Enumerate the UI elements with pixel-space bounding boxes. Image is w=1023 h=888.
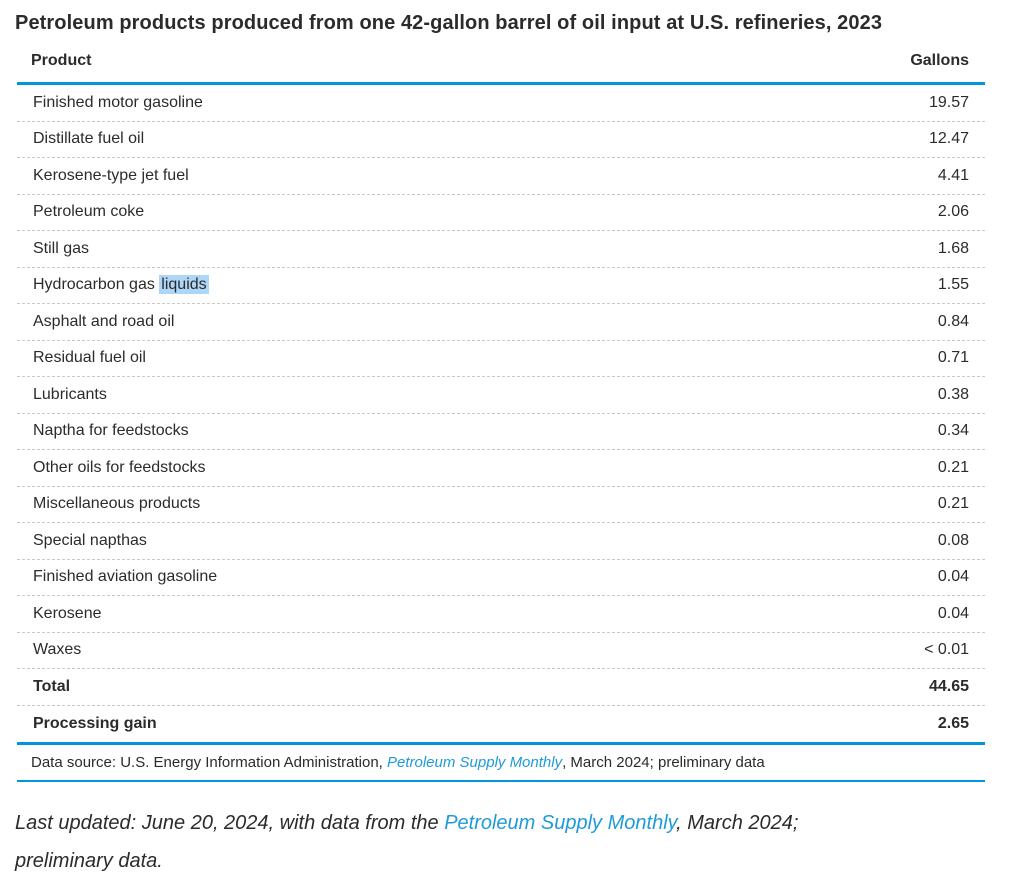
table-row: Kerosene 0.04 bbox=[17, 596, 985, 633]
gallons-cell: 44.65 bbox=[928, 677, 969, 695]
gallons-cell: 0.38 bbox=[937, 385, 969, 403]
product-cell: Miscellaneous products bbox=[33, 495, 201, 513]
product-cell: Finished motor gasoline bbox=[33, 93, 203, 111]
table-row: Petroleum coke 2.06 bbox=[17, 195, 985, 231]
table-row: Asphalt and road oil 0.84 bbox=[17, 304, 985, 341]
product-cell: Asphalt and road oil bbox=[33, 312, 175, 330]
product-cell: Naptha for feedstocks bbox=[33, 422, 189, 440]
gallons-cell: 12.47 bbox=[928, 130, 969, 148]
product-cell: Still gas bbox=[33, 239, 90, 257]
table-row: Lubricants 0.38 bbox=[17, 377, 985, 414]
gallons-cell: 2.65 bbox=[937, 714, 969, 732]
product-cell: Residual fuel oil bbox=[33, 349, 146, 367]
search-highlight: liquids bbox=[159, 275, 209, 295]
table-row: Distillate fuel oil 12.47 bbox=[17, 122, 985, 158]
product-cell: Waxes bbox=[33, 641, 82, 659]
gallons-cell: 0.04 bbox=[937, 568, 969, 586]
petroleum-products-table: Product Gallons Finished motor gasoline … bbox=[17, 35, 985, 745]
product-cell: Petroleum coke bbox=[33, 203, 145, 221]
gallons-cell: 0.84 bbox=[937, 312, 969, 330]
gallons-cell: 19.57 bbox=[928, 93, 969, 111]
table-row: Other oils for feedstocks 0.21 bbox=[17, 450, 985, 487]
gallons-cell: 2.06 bbox=[937, 203, 969, 221]
last-updated-note: Last updated: June 20, 2024, with data f… bbox=[15, 804, 885, 880]
table-row: Hydrocarbon gas liquids 1.55 bbox=[17, 268, 985, 304]
petroleum-supply-monthly-source-link[interactable]: Petroleum Supply Monthly bbox=[387, 754, 563, 771]
product-cell: Other oils for feedstocks bbox=[33, 458, 206, 476]
page: Petroleum products produced from one 42-… bbox=[0, 12, 1023, 888]
last-updated-suffix: , March 2024; preliminary data. bbox=[15, 812, 805, 872]
table-row: Special napthas 0.08 bbox=[17, 523, 985, 560]
table-row: Still gas 1.68 bbox=[17, 231, 985, 268]
page-title: Petroleum products produced from one 42-… bbox=[15, 12, 883, 34]
gallons-cell: 0.21 bbox=[937, 458, 969, 476]
table-row: Kerosene-type jet fuel 4.41 bbox=[17, 158, 985, 195]
product-cell: Hydrocarbon gas liquids bbox=[33, 275, 209, 295]
product-cell: Total bbox=[33, 677, 71, 695]
product-cell: Special napthas bbox=[33, 531, 147, 549]
gallons-cell: 1.55 bbox=[937, 276, 969, 294]
table-row: Finished motor gasoline 19.57 bbox=[17, 85, 985, 122]
table-row: Naptha for feedstocks 0.34 bbox=[17, 414, 985, 450]
gallons-cell: 0.21 bbox=[937, 495, 969, 513]
gallons-cell: 0.08 bbox=[937, 531, 969, 549]
column-header-gallons: Gallons bbox=[910, 52, 969, 69]
table-row: Total 44.65 bbox=[17, 669, 985, 706]
table-row: Processing gain 2.65 bbox=[17, 706, 985, 743]
gallons-cell: 1.68 bbox=[937, 239, 969, 257]
table-row: Finished aviation gasoline 0.04 bbox=[17, 560, 985, 596]
gallons-cell: 0.34 bbox=[937, 422, 969, 440]
table-row: Residual fuel oil 0.71 bbox=[17, 341, 985, 377]
data-source-note: Data source: U.S. Energy Information Adm… bbox=[17, 745, 985, 782]
last-updated-prefix: Last updated: June 20, 2024, with data f… bbox=[15, 812, 445, 834]
gallons-cell: 4.41 bbox=[937, 166, 969, 184]
product-cell: Finished aviation gasoline bbox=[33, 568, 218, 586]
product-cell: Processing gain bbox=[33, 714, 157, 732]
column-header-product: Product bbox=[31, 52, 92, 69]
source-text-suffix: , March 2024; preliminary data bbox=[562, 754, 765, 771]
product-cell: Kerosene-type jet fuel bbox=[33, 166, 189, 184]
table-row: Waxes < 0.01 bbox=[17, 633, 985, 669]
product-cell: Distillate fuel oil bbox=[33, 130, 145, 148]
product-cell: Kerosene bbox=[33, 604, 102, 622]
product-cell: Lubricants bbox=[33, 385, 107, 403]
table-row: Miscellaneous products 0.21 bbox=[17, 487, 985, 523]
gallons-cell: < 0.01 bbox=[924, 641, 969, 659]
petroleum-supply-monthly-footer-link[interactable]: Petroleum Supply Monthly bbox=[444, 812, 677, 834]
source-text-prefix: Data source: U.S. Energy Information Adm… bbox=[31, 754, 387, 771]
gallons-cell: 0.71 bbox=[937, 349, 969, 367]
gallons-cell: 0.04 bbox=[937, 604, 969, 622]
table-body: Finished motor gasoline 19.57 Distillate… bbox=[17, 85, 985, 742]
table-header-row: Product Gallons bbox=[17, 35, 985, 85]
